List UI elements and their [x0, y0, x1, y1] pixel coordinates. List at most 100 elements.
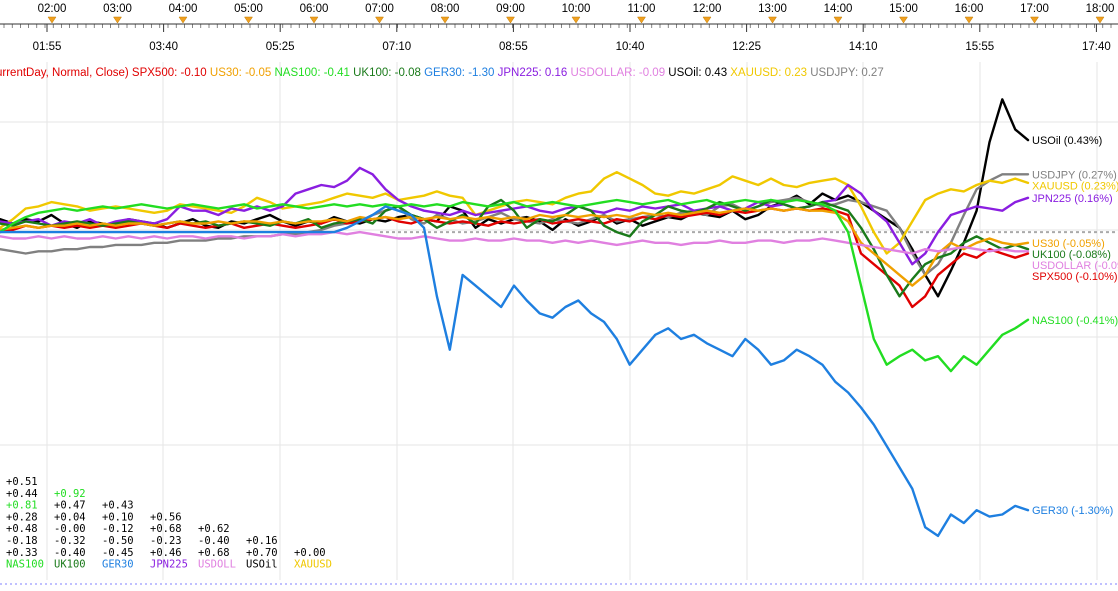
series-line-us30 [0, 207, 1030, 287]
timeline-marker [964, 16, 974, 24]
timeline-marker [178, 16, 188, 24]
timeline-marker [768, 16, 777, 24]
series-end-label-xauusd: XAUUSD (0.23%) [1032, 180, 1118, 192]
timeline-top-tick: 17:00 [1020, 3, 1049, 15]
timeline-bottom-tick: 08:55 [499, 41, 528, 53]
timeline-bottom-tick: 01:55 [33, 41, 62, 53]
timeline-bottom-tick: 10:40 [616, 41, 645, 53]
stats-cell: +0.56 [150, 511, 182, 523]
plot-grid [0, 62, 1118, 585]
stats-legend-item: NAS100 [6, 559, 44, 571]
stats-cell: -0.12 [102, 523, 134, 535]
timeline-bottom-tick: 17:40 [1082, 41, 1111, 53]
timeline-top-tick: 07:00 [365, 3, 394, 15]
stats-cell: -0.50 [102, 535, 134, 547]
series-line-nas100 [0, 198, 1030, 373]
timeline-marker [506, 16, 515, 24]
timeline-bottom-tick: 15:55 [965, 41, 994, 53]
series-end-label-uk100: UK100 (-0.08%) [1032, 249, 1111, 261]
timeline-marker [1030, 16, 1039, 24]
stats-cell: +0.00 [294, 547, 326, 559]
stats-cell: +0.43 [102, 500, 134, 512]
stats-cell: +0.70 [246, 547, 278, 559]
series-end-label-ger30: GER30 (-1.30%) [1032, 505, 1113, 517]
stats-cell: +0.04 [54, 511, 86, 523]
stats-cell: +0.51 [6, 476, 38, 488]
series-end-label-usdjpy: USDJPY (0.27%) [1032, 169, 1117, 181]
header-item: USOil: 0.43 [668, 67, 730, 79]
timeline-marker [899, 16, 908, 24]
timeline-axis: 02:00 03:00 04:00 05:00 06:00 07:00 08:00 09:00… [3, 3, 1115, 53]
stats-cell: +0.81 [6, 500, 38, 512]
header-item: UK100: -0.08 [353, 67, 424, 79]
timeline-marker [571, 16, 581, 24]
stats-cell: -0.18 [6, 535, 38, 547]
header-prefix: urrentDay, Normal, Close) [0, 67, 132, 79]
series-end-labels: USOil (0.43%) USDJPY (0.27%)XAUUSD (0.23%… [1032, 135, 1118, 517]
series-line-spx500 [0, 207, 1030, 309]
timeline-top-tick: 16:00 [955, 3, 984, 15]
timeline-marker [702, 16, 712, 24]
header-item: USDJPY: 0.27 [810, 67, 884, 79]
timeline-bottom-tick: 12:25 [732, 41, 761, 53]
stats-cell: -0.40 [198, 535, 230, 547]
stats-cell: +0.47 [54, 500, 86, 512]
timeline-top-tick: 11:00 [628, 3, 656, 15]
stats-cell: +0.10 [102, 511, 134, 523]
timeline-top-tick: 03:00 [103, 3, 132, 15]
timeline-top-tick: 06:00 [300, 3, 329, 15]
stats-legend-item: USOil [246, 559, 278, 571]
series-lines [0, 98, 1030, 538]
series-end-label-jpn225: JPN225 (0.16%) [1032, 193, 1113, 205]
header-item: USDOLLAR: -0.09 [571, 67, 669, 79]
header-item: GER30: -1.30 [424, 67, 498, 79]
series-end-label-us30: US30 (-0.05%) [1032, 238, 1105, 250]
timeline-marker [47, 16, 57, 24]
stats-cell: -0.23 [150, 535, 182, 547]
timeline-marker [637, 16, 646, 24]
timeline-top-tick: 09:00 [496, 3, 525, 15]
timeline-marker [113, 16, 122, 24]
header-item: NAS100: -0.41 [274, 67, 353, 79]
stats-legend-item: UK100 [54, 559, 86, 571]
timeline-top-tick: 15:00 [889, 3, 918, 15]
stats-cell: +0.68 [198, 547, 230, 559]
timeline-top-tick: 18:00 [1086, 3, 1115, 15]
series-line-ger30 [0, 205, 1030, 538]
stats-cell: -0.40 [54, 547, 86, 559]
timeline-marker [440, 16, 450, 24]
header-item: US30: -0.05 [210, 67, 275, 79]
timeline-bottom-tick: 03:40 [149, 41, 178, 53]
series-line-xauusd [0, 170, 1030, 255]
timeline-top-tick: 12:00 [693, 3, 722, 15]
stats-cell: +0.92 [54, 488, 86, 500]
series-end-label-spx500: SPX500 (-0.10%) [1032, 271, 1118, 283]
series-line-usoil [0, 98, 1030, 298]
stats-cell: +0.44 [6, 488, 38, 500]
timeline-marker [375, 16, 384, 24]
timeline-top-tick: 13:00 [758, 3, 787, 15]
stats-legend-item: USDOLL [198, 559, 236, 571]
stats-cell: -0.45 [102, 547, 134, 559]
stats-cell: -0.32 [54, 535, 86, 547]
stats-cell: +0.46 [150, 547, 182, 559]
header-item: SPX500: -0.10 [132, 67, 210, 79]
stats-cell: +0.16 [246, 535, 278, 547]
stats-cell: +0.68 [150, 523, 182, 535]
timeline-top-tick: 10:00 [562, 3, 591, 15]
timeline-top-tick: 05:00 [234, 3, 263, 15]
series-line-jpn225 [0, 166, 1030, 266]
timeline-bottom-tick: 05:25 [266, 41, 295, 53]
stats-cell: +0.33 [6, 547, 38, 559]
timeline-marker [1095, 16, 1105, 24]
stats-legend-item: JPN225 [150, 559, 188, 571]
header-text: urrentDay, Normal, Close) SPX500: -0.10 … [0, 67, 884, 79]
timeline-bottom-tick: 14:10 [849, 41, 878, 53]
timeline-marker [833, 16, 843, 24]
stats-cell: +0.48 [6, 523, 38, 535]
indicator-header: urrentDay, Normal, Close) SPX500: -0.10 … [0, 67, 884, 79]
series-end-label-usoil: USOil (0.43%) [1032, 135, 1102, 147]
series-end-label-usdollar: USDOLLAR (-0.09%) [1032, 260, 1118, 272]
